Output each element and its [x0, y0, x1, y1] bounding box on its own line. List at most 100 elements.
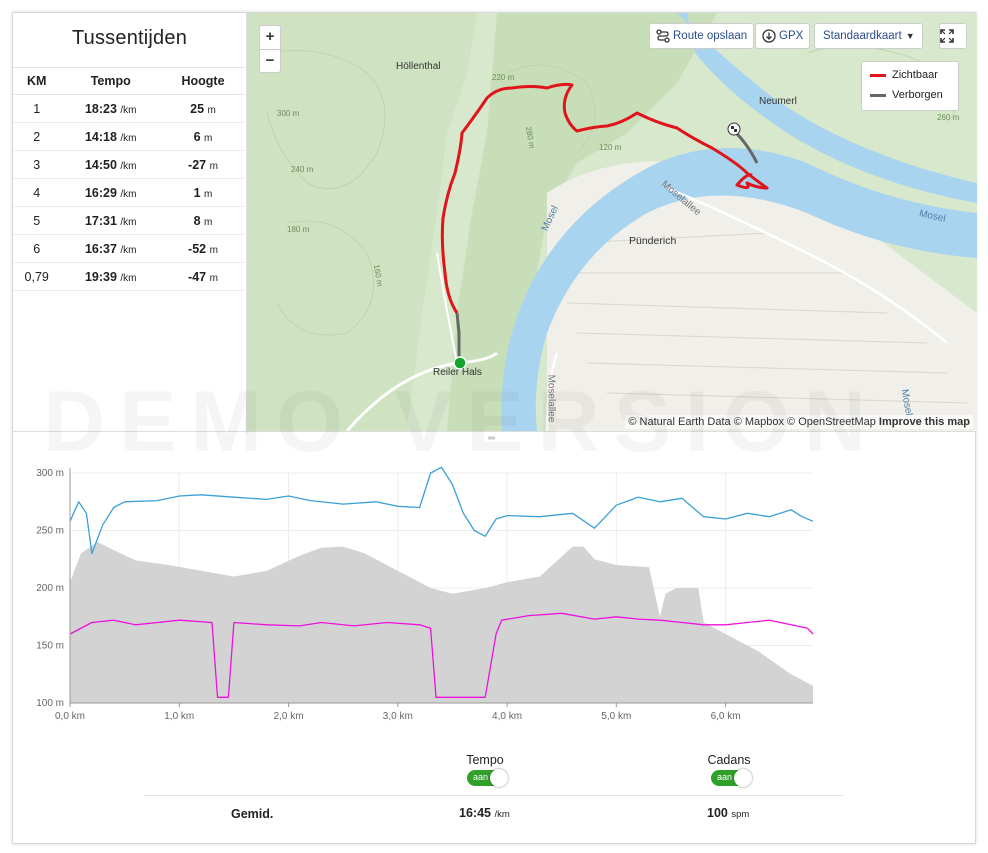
fullscreen-button[interactable]	[939, 23, 967, 49]
splits-table: KM Tempo Hoogte 1 18:23 /km 25 m 2 14:18 /km…	[13, 67, 245, 291]
cadence-toggle-knob	[734, 769, 752, 787]
place-punderich: Pünderich	[629, 235, 677, 247]
split-height-value: 25	[190, 101, 205, 116]
split-height-value: -27	[188, 157, 207, 172]
resize-handle-icon[interactable]: ═	[488, 433, 496, 444]
split-pace: 19:39 /km	[60, 262, 162, 291]
legend-hidden[interactable]: Verborgen	[862, 85, 958, 105]
split-height: 25 m	[161, 94, 245, 123]
x-tick-label: 0,0 km	[55, 711, 85, 722]
split-height-value: 8	[193, 213, 201, 228]
y-tick-label: 100 m	[36, 698, 64, 709]
series-cadence-line	[69, 612, 814, 698]
split-km: 0,79	[13, 262, 61, 291]
split-row: 3 14:50 /km -27 m	[13, 150, 245, 179]
legend-label-hidden: Verborgen	[892, 89, 943, 101]
averages-divider	[144, 795, 844, 796]
split-height: -27 m	[161, 150, 245, 179]
gpx-button[interactable]: GPX	[755, 23, 811, 49]
contour-label-240: 240 m	[291, 165, 314, 174]
average-pace-unit: /km	[494, 809, 510, 820]
improve-map-link[interactable]: Improve this map	[878, 416, 970, 428]
panel-divider	[13, 431, 975, 432]
y-tick-label: 150 m	[36, 641, 64, 652]
split-height-unit: m	[204, 216, 213, 228]
finish-marker	[727, 122, 741, 136]
y-tick-label: 250 m	[36, 526, 64, 537]
splits-panel: Tussentijden KM Tempo Hoogte 1 18:23 /km 2…	[13, 13, 247, 433]
split-pace-value: 14:18	[84, 129, 117, 144]
map-canvas[interactable]	[247, 13, 977, 431]
split-pace: 17:31 /km	[60, 206, 162, 235]
split-height-unit: m	[209, 244, 218, 256]
split-km: 6	[13, 234, 61, 263]
split-pace-value: 14:50	[84, 157, 117, 172]
split-row: 2 14:18 /km 6 m	[13, 122, 245, 151]
split-pace-value: 16:29	[84, 185, 117, 200]
save-route-label: Route opslaan	[673, 30, 748, 42]
split-height-unit: m	[207, 104, 216, 116]
split-height-value: -52	[188, 241, 207, 256]
y-tick-label: 300 m	[36, 468, 64, 479]
route-icon	[656, 29, 670, 43]
contour-label-180: 180 m	[287, 225, 310, 234]
average-pace-value: 16:45	[459, 806, 491, 820]
contour-label-120: 120 m	[599, 143, 622, 152]
split-pace: 16:37 /km	[60, 234, 162, 263]
map-style-select[interactable]: Standaardkaart ▼	[814, 23, 923, 49]
download-icon	[762, 29, 776, 43]
split-km: 3	[13, 150, 61, 179]
split-pace-value: 18:23	[84, 101, 117, 116]
pace-control-label: Tempo	[466, 753, 504, 767]
split-row: 5 17:31 /km 8 m	[13, 206, 245, 235]
split-height-value: 1	[193, 185, 201, 200]
zoom-out-button[interactable]: −	[260, 49, 280, 72]
split-pace: 14:50 /km	[60, 150, 162, 179]
legend-swatch-hidden	[870, 94, 886, 97]
fullscreen-icon	[940, 29, 954, 43]
split-pace-value: 19:39	[84, 269, 117, 284]
zoom-in-button[interactable]: +	[265, 28, 275, 45]
average-cadence-unit: spm	[731, 809, 750, 820]
save-route-button[interactable]: Route opslaan	[649, 23, 755, 49]
split-km: 1	[13, 94, 61, 123]
split-km: 4	[13, 178, 61, 207]
legend-visible[interactable]: Zichtbaar	[862, 65, 958, 85]
average-pace: 16:45 /km	[459, 806, 510, 820]
app-frame: Tussentijden KM Tempo Hoogte 1 18:23 /km 2…	[12, 12, 977, 844]
cadence-toggle-text: aan	[717, 772, 733, 782]
splits-title: Tussentijden	[71, 27, 188, 49]
split-height: 6 m	[161, 122, 245, 151]
map-legend: Zichtbaar Verborgen	[861, 61, 959, 111]
place-neumerl: Neumerl	[759, 96, 797, 107]
place-reilerhals: Reiler Hals	[433, 367, 482, 378]
place-hollenthal: Höllenthal	[396, 61, 441, 72]
split-pace-unit: /km	[120, 272, 137, 284]
legend-label-visible: Zichtbaar	[892, 69, 938, 81]
x-tick-label: 6,0 km	[711, 711, 741, 722]
elevation-chart[interactable]: 0,0 km 1,0 km 2,0 km 3,0 km 4,0 km 5,0 km 6,0 …	[13, 443, 833, 733]
split-pace-unit: /km	[120, 244, 137, 256]
pace-toggle-knob	[490, 769, 508, 787]
split-km: 2	[13, 122, 61, 151]
zoom-control: + −	[259, 25, 281, 73]
pace-toggle[interactable]: aan	[467, 769, 508, 787]
series-pace-line	[69, 466, 814, 555]
split-height: 8 m	[161, 206, 245, 235]
average-cadence: 100 spm	[707, 806, 749, 820]
legend-swatch-visible	[870, 74, 886, 77]
split-row: 6 16:37 /km -52 m	[13, 234, 245, 263]
split-pace-value: 17:31	[84, 213, 117, 228]
split-row: 4 16:29 /km 1 m	[13, 178, 245, 207]
route-map[interactable]: Höllenthal Neumerl Pünderich Reiler Hals…	[247, 13, 977, 431]
col-hoogte: Hoogte	[161, 67, 245, 95]
average-cadence-value: 100	[707, 806, 728, 820]
split-pace-unit: /km	[120, 160, 137, 172]
contour-label-260: 260 m	[937, 113, 960, 122]
cadence-toggle[interactable]: aan	[711, 769, 752, 787]
x-tick-label: 5,0 km	[601, 711, 631, 722]
split-height-unit: m	[209, 272, 218, 284]
split-height-value: 6	[193, 129, 201, 144]
split-pace-unit: /km	[120, 104, 137, 116]
split-pace: 18:23 /km	[60, 94, 162, 123]
